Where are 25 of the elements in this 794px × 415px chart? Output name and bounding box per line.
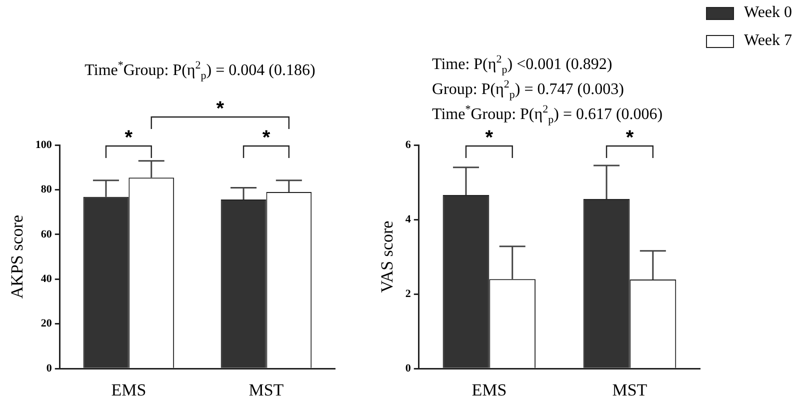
y-axis-title: AKPS score — [8, 215, 27, 299]
annotation: * — [626, 127, 634, 149]
y-tick-label: 60 — [40, 228, 52, 240]
chart-title: Time: P(η$^{2}$$_{p}$) <0.001 (0.892) Group: P(η$^{2}$$_{p}$) = 0.747 (0.003) Time$^{*}$Group: P(η$^{2}$$_{p}$) = 0.617 (0.006) — [432, 54, 663, 126]
y-tick-label: 100 — [35, 138, 52, 151]
annotation: * — [124, 127, 133, 149]
y-tick-label: 80 — [40, 184, 52, 196]
y-tick-label: 6 — [405, 138, 412, 151]
y-tick-label: 0 — [46, 362, 52, 374]
annotation: * — [262, 127, 270, 149]
x-tick-label: MST — [612, 380, 648, 400]
x-tick-label: EMS — [111, 380, 146, 400]
x-tick-label: EMS — [472, 380, 507, 400]
y-tick-label: 40 — [40, 273, 52, 286]
x-tick-label: MST — [248, 380, 284, 400]
annotation: * — [485, 127, 494, 149]
y-tick-label: 20 — [40, 318, 52, 330]
y-tick-label: 4 — [405, 213, 412, 226]
text: * — [216, 98, 224, 120]
y-axis-title: VAS score — [378, 220, 397, 293]
chart-title: Time$^{*}$Group: P(η$^{2}$$_{p}$) = 0.004 (0.186) — [84, 58, 316, 83]
text: Week 7 — [744, 32, 792, 49]
legend-label: Week 0 — [744, 4, 792, 21]
y-tick-label: 2 — [405, 288, 412, 300]
y-tick-label: 0 — [405, 362, 412, 374]
